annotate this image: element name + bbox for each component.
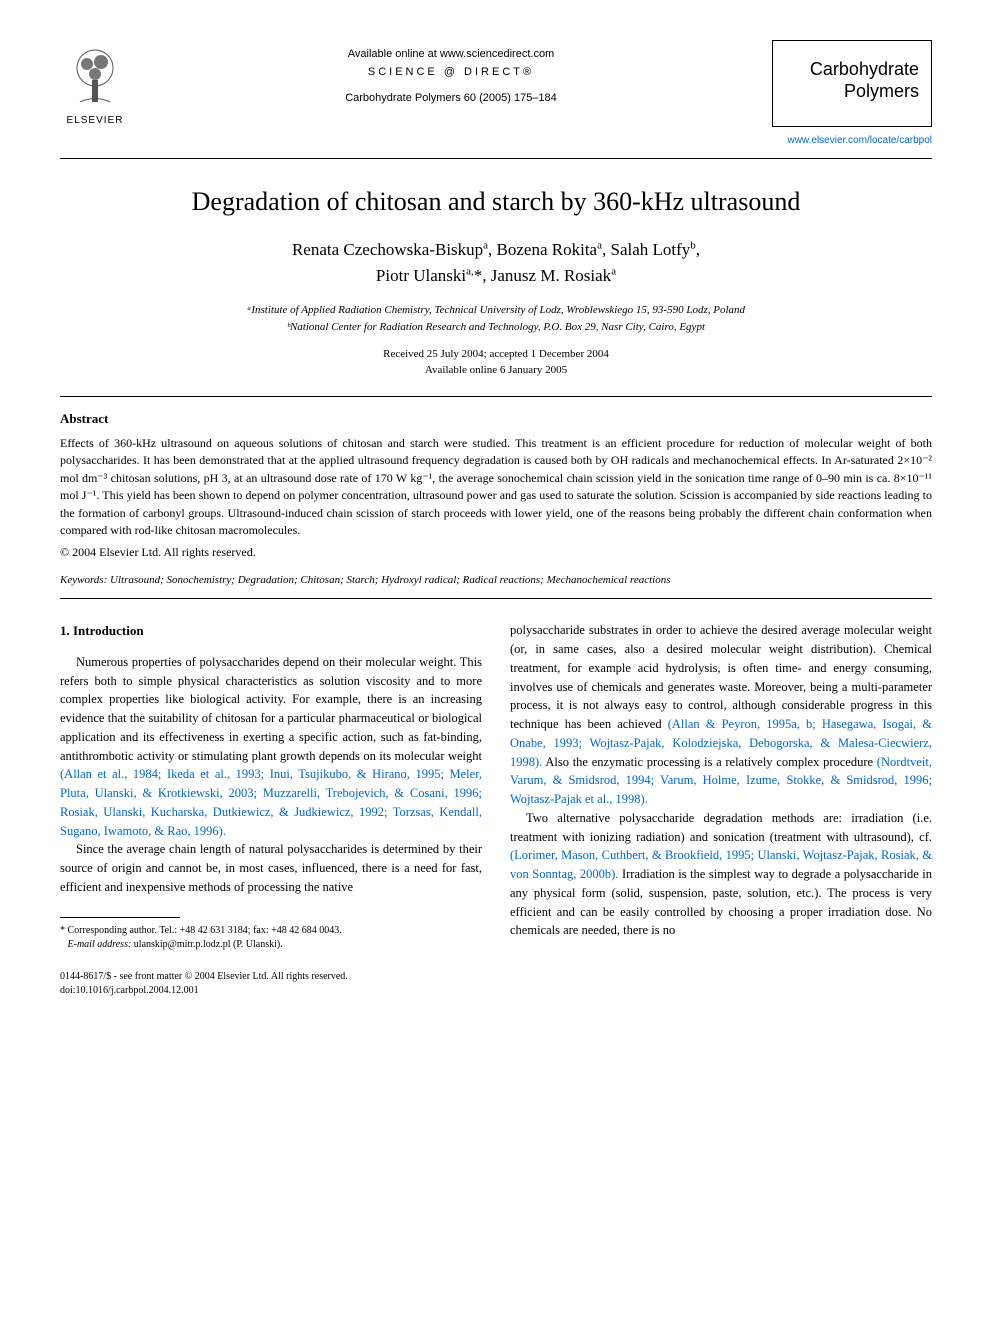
column-left: 1. Introduction Numerous properties of p… — [60, 621, 482, 997]
affiliation-b: ᵇNational Center for Radiation Research … — [60, 319, 932, 336]
column-right: polysaccharide substrates in order to ac… — [510, 621, 932, 997]
footer-issn: 0144-8617/$ - see front matter © 2004 El… — [60, 970, 482, 984]
received-date: Received 25 July 2004; accepted 1 Decemb… — [60, 347, 932, 362]
journal-name-line2: Polymers — [785, 81, 919, 103]
available-online-date: Available online 6 January 2005 — [60, 363, 932, 378]
available-online-text: Available online at www.sciencedirect.co… — [130, 48, 772, 60]
rule-top — [60, 158, 932, 159]
author-list: Renata Czechowska-Biskupa, Bozena Rokita… — [60, 237, 932, 288]
email-address[interactable]: ulanskip@mitr.p.lodz.pl (P. Ulanski). — [131, 939, 282, 950]
publisher-logo: ELSEVIER — [60, 40, 130, 126]
col2-paragraph-2: Two alternative polysaccharide degradati… — [510, 809, 932, 940]
abstract-text: Effects of 360-kHz ultrasound on aqueous… — [60, 435, 932, 539]
keywords-text: Ultrasound; Sonochemistry; Degradation; … — [107, 574, 670, 586]
keywords-line: Keywords: Ultrasound; Sonochemistry; Deg… — [60, 574, 932, 586]
journal-box-wrapper: Carbohydrate Polymers — [772, 40, 932, 127]
abstract-heading: Abstract — [60, 411, 932, 427]
intro-p1-refs[interactable]: (Allan et al., 1984; Ikeda et al., 1993;… — [60, 767, 482, 837]
journal-name-line1: Carbohydrate — [785, 59, 919, 81]
header-row: ELSEVIER Available online at www.science… — [60, 40, 932, 127]
intro-p1-text: Numerous properties of polysaccharides d… — [60, 655, 482, 763]
keywords-label: Keywords: — [60, 574, 107, 586]
affiliation-a: ᵃInstitute of Applied Radiation Chemistr… — [60, 302, 932, 319]
footer-doi: doi:10.1016/j.carbpol.2004.12.001 — [60, 984, 482, 998]
science-direct-logo: SCIENCE @ DIRECT® — [130, 66, 772, 78]
publisher-name: ELSEVIER — [60, 115, 130, 126]
footnote-separator — [60, 917, 180, 918]
article-title: Degradation of chitosan and starch by 36… — [60, 187, 932, 217]
col2-p1-tail: Also the enzymatic processing is a relat… — [542, 755, 877, 769]
email-line: E-mail address: ulanskip@mitr.p.lodz.pl … — [60, 938, 482, 952]
rule-mid1 — [60, 396, 932, 397]
abstract-copyright: © 2004 Elsevier Ltd. All rights reserved… — [60, 545, 932, 560]
body-columns: 1. Introduction Numerous properties of p… — [60, 621, 932, 997]
article-dates: Received 25 July 2004; accepted 1 Decemb… — [60, 347, 932, 378]
elsevier-tree-icon — [65, 40, 125, 110]
col2-paragraph-1: polysaccharide substrates in order to ac… — [510, 621, 932, 809]
section-1-heading: 1. Introduction — [60, 621, 482, 641]
journal-url-link[interactable]: www.elsevier.com/locate/carbpol — [60, 135, 932, 146]
intro-paragraph-1: Numerous properties of polysaccharides d… — [60, 653, 482, 841]
header-center: Available online at www.sciencedirect.co… — [130, 40, 772, 104]
col2-p2-text: Two alternative polysaccharide degradati… — [510, 811, 932, 844]
journal-title-box: Carbohydrate Polymers — [772, 40, 932, 127]
footer-info: 0144-8617/$ - see front matter © 2004 El… — [60, 970, 482, 998]
corresponding-author-note: * Corresponding author. Tel.: +48 42 631… — [60, 924, 482, 938]
affiliations: ᵃInstitute of Applied Radiation Chemistr… — [60, 302, 932, 335]
col2-p1-text: polysaccharide substrates in order to ac… — [510, 623, 932, 731]
rule-mid2 — [60, 598, 932, 599]
intro-paragraph-2: Since the average chain length of natura… — [60, 840, 482, 896]
journal-reference: Carbohydrate Polymers 60 (2005) 175–184 — [130, 92, 772, 104]
email-label: E-mail address: — [68, 939, 132, 950]
